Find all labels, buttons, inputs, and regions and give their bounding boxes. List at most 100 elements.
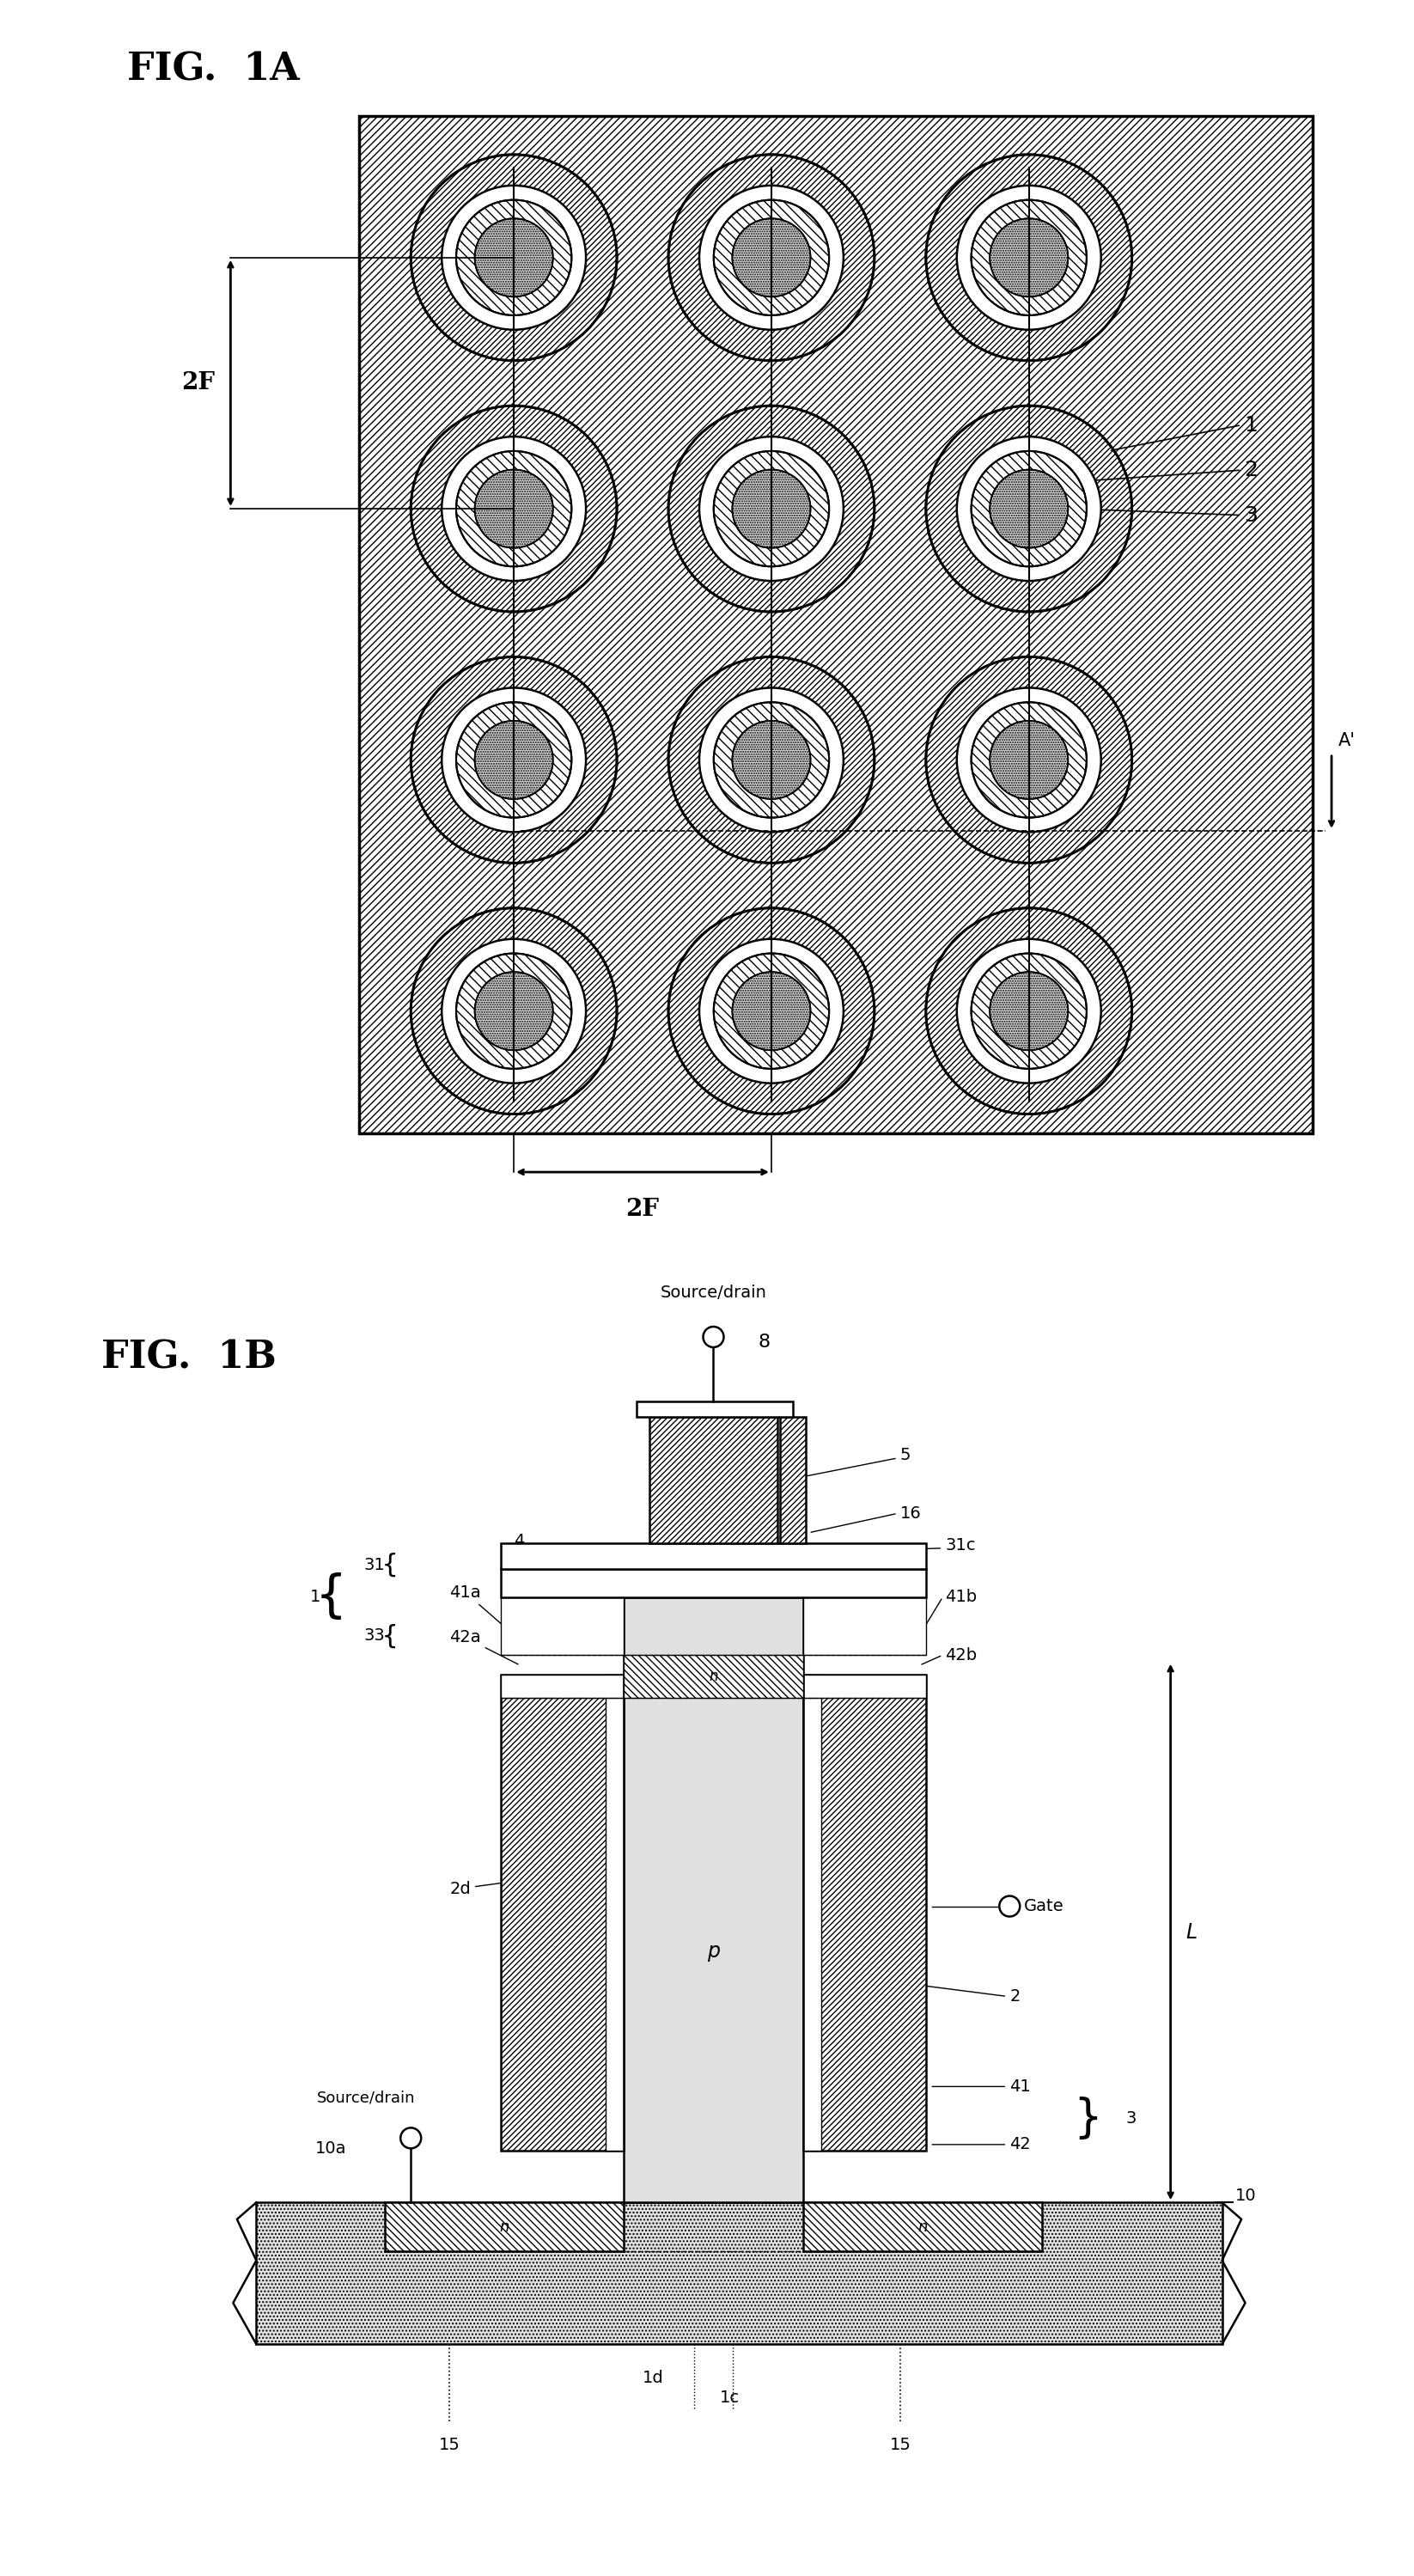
Bar <box>803 1674 822 2151</box>
Ellipse shape <box>990 721 1068 799</box>
Text: n: n <box>499 2218 509 2236</box>
Text: p: p <box>707 1940 720 1963</box>
Ellipse shape <box>926 155 1133 361</box>
Text: 31c: 31c <box>945 1538 976 1553</box>
Ellipse shape <box>926 909 1133 1113</box>
Ellipse shape <box>990 971 1068 1051</box>
Bar <box>359 116 1312 1133</box>
Bar <box>605 1674 624 2151</box>
Text: 10: 10 <box>1234 2187 1256 2205</box>
Text: 5: 5 <box>901 1448 911 1463</box>
Text: 16: 16 <box>901 1504 922 1522</box>
Ellipse shape <box>957 185 1102 330</box>
Ellipse shape <box>971 703 1086 817</box>
Text: n: n <box>918 2218 928 2236</box>
Ellipse shape <box>990 219 1068 296</box>
Ellipse shape <box>475 469 553 549</box>
Text: {: { <box>317 1571 346 1623</box>
Ellipse shape <box>990 469 1068 549</box>
Bar <box>803 2202 1042 2251</box>
Text: 15: 15 <box>889 2437 911 2452</box>
Text: 1: 1 <box>1244 415 1257 435</box>
Ellipse shape <box>669 657 874 863</box>
Ellipse shape <box>926 657 1133 863</box>
Ellipse shape <box>457 201 571 314</box>
Bar <box>359 116 1312 1133</box>
Ellipse shape <box>411 155 617 361</box>
Ellipse shape <box>475 219 553 296</box>
Ellipse shape <box>669 155 874 361</box>
Ellipse shape <box>411 909 617 1113</box>
Ellipse shape <box>957 688 1102 832</box>
Text: 42b: 42b <box>945 1646 977 1664</box>
Text: 2d: 2d <box>450 1868 612 1896</box>
Ellipse shape <box>700 185 844 330</box>
Text: Source/drain: Source/drain <box>660 1285 766 1301</box>
Text: 3: 3 <box>1126 2110 1135 2128</box>
Text: Source/drain: Source/drain <box>317 2089 414 2107</box>
Text: {: { <box>382 1553 397 1577</box>
Bar <box>501 1569 926 1597</box>
Ellipse shape <box>732 469 810 549</box>
Bar <box>385 2202 624 2251</box>
Ellipse shape <box>669 909 874 1113</box>
Ellipse shape <box>441 185 585 330</box>
Bar <box>803 1597 926 1656</box>
Ellipse shape <box>714 451 829 567</box>
Ellipse shape <box>411 407 617 613</box>
Ellipse shape <box>971 953 1086 1069</box>
Text: 41b: 41b <box>945 1589 977 1605</box>
Text: L: L <box>1186 1922 1198 1942</box>
Text: 41: 41 <box>1010 2079 1031 2094</box>
Bar <box>501 1674 624 2151</box>
Ellipse shape <box>700 940 844 1082</box>
Ellipse shape <box>714 703 829 817</box>
Ellipse shape <box>669 407 874 613</box>
Text: FIG.  1B: FIG. 1B <box>102 1340 277 1376</box>
Ellipse shape <box>957 940 1102 1082</box>
Bar <box>803 1674 926 2151</box>
Text: 8: 8 <box>758 1334 771 1350</box>
Text: 41a: 41a <box>450 1584 525 1643</box>
Text: n: n <box>708 1669 718 1685</box>
Ellipse shape <box>441 940 585 1082</box>
Text: 4: 4 <box>513 1533 551 1584</box>
Bar <box>501 1543 926 1569</box>
Text: 10a: 10a <box>315 2141 346 2156</box>
Ellipse shape <box>714 201 829 314</box>
Text: 2F: 2F <box>626 1198 659 1221</box>
Ellipse shape <box>457 703 571 817</box>
Circle shape <box>400 2128 421 2148</box>
Text: 1c: 1c <box>720 2391 740 2406</box>
Text: 42: 42 <box>1010 2136 1031 2154</box>
Text: {: { <box>382 1623 397 1649</box>
Text: 33: 33 <box>363 1628 385 1643</box>
Ellipse shape <box>700 438 844 582</box>
Bar <box>501 1674 624 1698</box>
Text: 2: 2 <box>1010 1989 1021 2004</box>
Circle shape <box>1000 1896 1019 1917</box>
Bar <box>624 1656 803 1698</box>
Ellipse shape <box>732 971 810 1051</box>
Bar <box>501 1597 624 1656</box>
Text: FIG.  1A: FIG. 1A <box>127 52 300 88</box>
Ellipse shape <box>732 721 810 799</box>
Ellipse shape <box>441 688 585 832</box>
Text: 31: 31 <box>363 1556 385 1574</box>
Ellipse shape <box>475 721 553 799</box>
Text: 2: 2 <box>1244 459 1257 482</box>
Ellipse shape <box>700 688 844 832</box>
Text: 3: 3 <box>1244 505 1257 526</box>
Bar <box>256 2202 1222 2344</box>
Text: 42a: 42a <box>450 1628 518 1664</box>
Ellipse shape <box>971 451 1086 567</box>
Text: A: A <box>489 732 501 750</box>
Text: 1d: 1d <box>642 2370 665 2385</box>
Bar <box>636 1401 793 1417</box>
Bar <box>624 1597 803 2202</box>
Bar <box>624 1597 803 2202</box>
Text: 15: 15 <box>438 2437 460 2452</box>
Ellipse shape <box>957 438 1102 582</box>
Text: A': A' <box>1338 732 1355 750</box>
Text: 1: 1 <box>310 1589 321 1605</box>
